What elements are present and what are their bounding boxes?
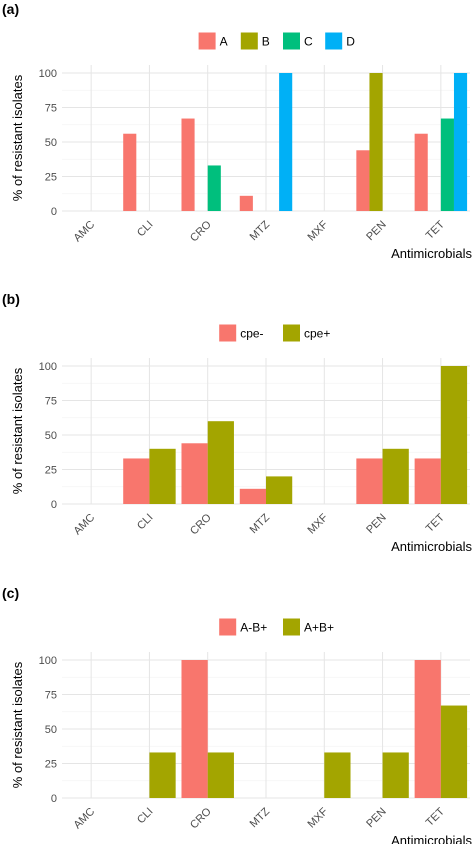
- bar-cpe+-TET: [440, 366, 468, 504]
- y-tick-label: 25: [45, 465, 57, 477]
- x-tick-label: CRO: [188, 805, 214, 831]
- bar-cpe+-CRO: [207, 421, 234, 504]
- y-tick-label: 100: [39, 68, 57, 80]
- legend-key-A-B+: [219, 618, 237, 636]
- y-tick-label: 0: [51, 793, 57, 805]
- y-axis-title: % of resistant isolates: [10, 661, 25, 788]
- x-tick-label: MTZ: [248, 511, 273, 536]
- legend-label: D: [346, 35, 355, 49]
- bar-cpe+-MTZ: [266, 476, 293, 504]
- legend-label: A+B+: [304, 621, 334, 635]
- x-tick-label: CLI: [135, 219, 156, 240]
- chart-panel-0: (a) 0 25 50 75 100 AMC CLI CRO MTZ MXF PEN TET Antimi…: [2, 1, 472, 261]
- bar-cpe--PEN: [356, 458, 383, 504]
- x-tick-label: MTZ: [248, 218, 273, 243]
- x-axis-title: Antimicrobials: [391, 246, 472, 261]
- legend-key-A+B+: [283, 618, 300, 636]
- bar-D-MTZ: [279, 73, 293, 211]
- legend: A-B+ A+B+: [219, 618, 334, 636]
- panel-label: (a): [2, 1, 19, 17]
- bar-cpe--CLI: [123, 458, 150, 504]
- legend: cpe-cpe+: [219, 324, 330, 342]
- bar-A+B+-PEN: [382, 752, 409, 798]
- legend-label: A-B+: [240, 621, 267, 635]
- y-tick-label: 25: [45, 759, 57, 771]
- bar-A+B+-MXF: [324, 752, 351, 798]
- x-tick-label: MXF: [305, 511, 330, 536]
- x-axis-title: Antimicrobials: [391, 833, 472, 844]
- y-tick-label: 100: [39, 361, 57, 373]
- y-tick-label: 75: [45, 396, 57, 408]
- bar-A+B+-CRO: [207, 752, 234, 798]
- x-tick-label: TET: [424, 218, 447, 241]
- x-tick-label: CLI: [135, 512, 156, 533]
- legend-label: cpe+: [304, 327, 330, 341]
- legend-key-cpe+: [283, 324, 300, 342]
- y-tick-label: 50: [45, 137, 57, 149]
- y-tick-label: 50: [45, 430, 57, 442]
- legend-label: A: [220, 35, 228, 49]
- x-tick-label: PEN: [364, 806, 389, 831]
- bar-cpe--CRO: [181, 443, 208, 504]
- x-axis-title: Antimicrobials: [391, 539, 472, 554]
- bar-cpe+-PEN: [382, 448, 409, 504]
- x-tick-label: CRO: [188, 511, 214, 537]
- bar-cpe--MTZ: [239, 488, 266, 504]
- y-tick-label: 25: [45, 172, 57, 184]
- bar-B-PEN: [369, 73, 383, 211]
- x-tick-label: PEN: [364, 219, 389, 244]
- y-tick-label: 75: [45, 103, 57, 115]
- panel-label: (c): [2, 585, 19, 601]
- bar-A-MTZ: [239, 195, 253, 211]
- y-tick-label: 50: [45, 724, 57, 736]
- bar-cpe+-CLI: [149, 448, 176, 504]
- x-tick-label: AMC: [71, 219, 97, 245]
- legend-key-A: [198, 32, 216, 50]
- chart-panel-1: (b) 0 25 50 75 100 AMC CLI CRO MTZ MXF PEN TET Antimi…: [2, 291, 472, 554]
- bar-A-B+-TET: [414, 660, 441, 798]
- bar-cpe--TET: [414, 458, 441, 504]
- legend-label: cpe-: [240, 327, 263, 341]
- y-tick-label: 75: [45, 690, 57, 702]
- bar-C-CRO: [207, 165, 221, 211]
- x-tick-label: CRO: [188, 218, 214, 244]
- legend-key-D: [325, 32, 343, 50]
- legend-label: C: [304, 35, 313, 49]
- x-tick-label: PEN: [364, 512, 389, 537]
- x-tick-label: AMC: [71, 512, 97, 538]
- bar-C-TET: [440, 118, 454, 211]
- x-tick-label: TET: [424, 805, 447, 828]
- bar-A-PEN: [356, 150, 370, 211]
- x-tick-label: MXF: [305, 218, 330, 243]
- y-tick-label: 0: [51, 206, 57, 218]
- bar-A-B+-CRO: [181, 660, 208, 798]
- legend-key-cpe-: [219, 324, 237, 342]
- bar-A-CLI: [123, 133, 137, 211]
- legend: A B C D: [198, 32, 355, 50]
- bar-A+B+-CLI: [149, 752, 176, 798]
- x-tick-label: TET: [424, 511, 447, 534]
- bar-D-TET: [453, 73, 468, 211]
- bar-A-CRO: [181, 118, 195, 211]
- x-tick-label: MTZ: [248, 805, 273, 830]
- legend-key-B: [240, 32, 258, 50]
- panel-label: (b): [2, 291, 20, 307]
- bar-A-TET: [414, 133, 428, 211]
- x-tick-label: AMC: [71, 806, 97, 832]
- x-tick-label: MXF: [305, 805, 330, 830]
- x-tick-label: CLI: [135, 806, 156, 827]
- y-axis-title: % of resistant isolates: [10, 367, 25, 494]
- y-tick-label: 0: [51, 499, 57, 511]
- legend-label: B: [262, 35, 270, 49]
- y-axis-title: % of resistant isolates: [10, 74, 25, 201]
- legend-key-C: [283, 32, 300, 50]
- chart-panel-2: (c) 0 25 50 75 100 AMC CLI CRO MTZ MXF PEN TET Antimi…: [2, 585, 472, 844]
- y-tick-label: 100: [39, 655, 57, 667]
- bar-A+B+-TET: [440, 705, 468, 798]
